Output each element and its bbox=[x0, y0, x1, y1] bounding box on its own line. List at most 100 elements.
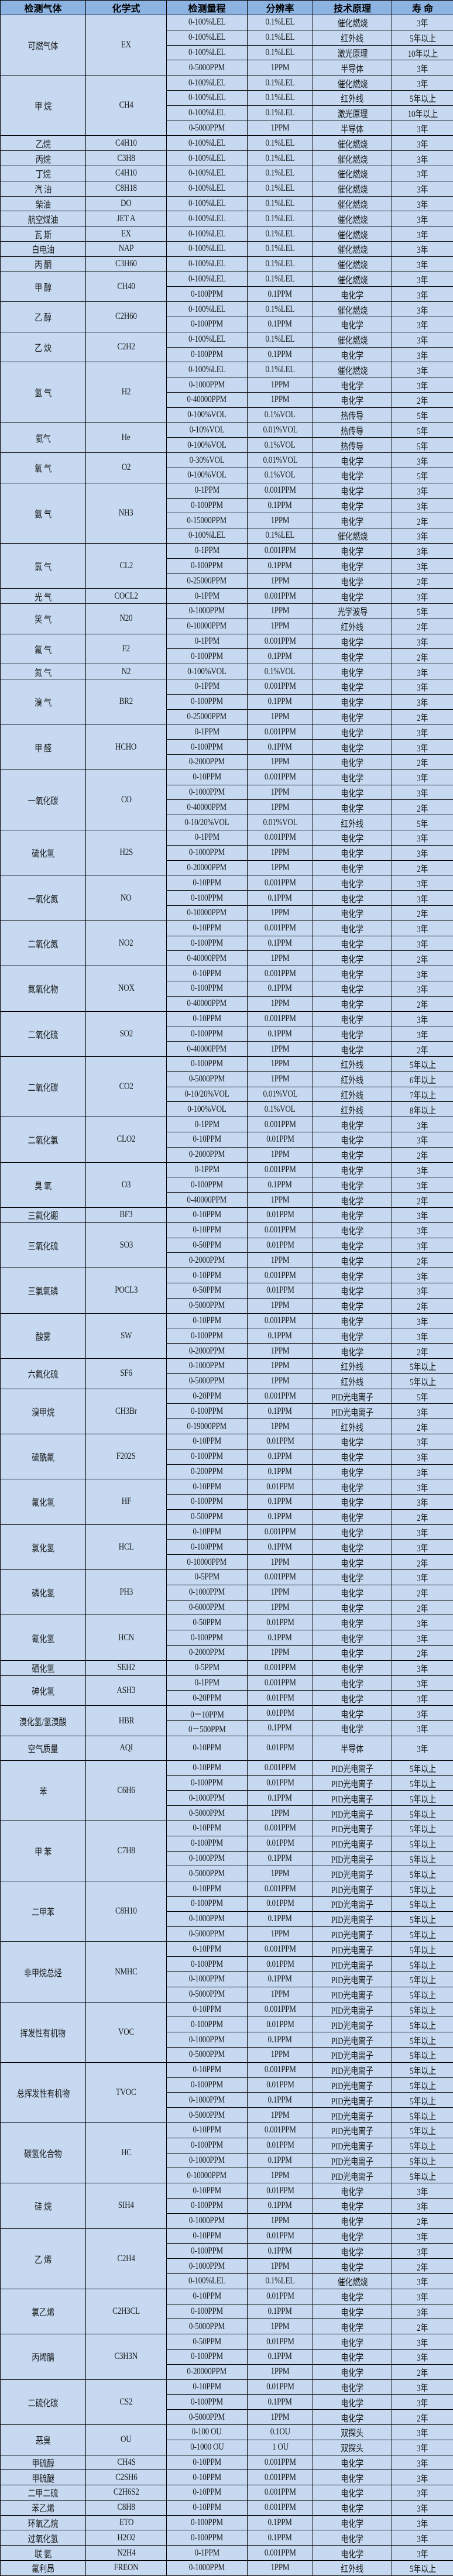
principle-cell: 电化学 bbox=[313, 2470, 392, 2485]
lifetime-cell-text: 3年 bbox=[417, 1238, 428, 1252]
range-cell-text: 0-100PPM bbox=[191, 1180, 223, 1190]
resolution-cell-text: 1PPM bbox=[271, 2367, 290, 2377]
resolution-cell-text: 1PPM bbox=[271, 2261, 290, 2272]
gas-name-cell: 氧 气 bbox=[1, 453, 86, 483]
resolution-cell-text: 0.001PPM bbox=[265, 591, 296, 602]
range-cell: 0-100PPM bbox=[167, 1630, 248, 1646]
range-cell: 0-1000PPM bbox=[167, 2153, 248, 2168]
range-cell-text: 0-1000PPM bbox=[189, 847, 225, 858]
resolution-cell: 1PPM bbox=[248, 2364, 313, 2379]
lifetime-cell-text: 3年 bbox=[417, 1721, 428, 1735]
lifetime-cell: 3年 bbox=[392, 211, 453, 226]
range-cell: 0-100PPM bbox=[167, 1897, 248, 1912]
principle-cell: 电化学 bbox=[313, 951, 392, 966]
resolution-cell: 0.1PPM bbox=[248, 936, 313, 951]
lifetime-cell-text: 3年 bbox=[417, 1163, 428, 1177]
resolution-cell-text: 0.01PPM bbox=[266, 1959, 294, 1970]
range-cell: 0-1000PPM bbox=[167, 1585, 248, 1600]
principle-cell-text: 红外线 bbox=[341, 1420, 364, 1434]
principle-cell: PID光电离子 bbox=[313, 1972, 392, 1987]
range-cell-text: 0-1PPM bbox=[194, 832, 219, 843]
principle-cell: PID光电离子 bbox=[313, 2002, 392, 2017]
resolution-cell-text: 0.1PPM bbox=[268, 319, 292, 329]
resolution-cell: 0.001PPM bbox=[248, 483, 313, 498]
principle-cell: 电化学 bbox=[313, 1691, 392, 1706]
principle-cell: 电化学 bbox=[313, 1344, 392, 1359]
principle-cell: PID光电离子 bbox=[313, 1851, 392, 1866]
range-cell-text: 0-20000PPM bbox=[187, 2367, 227, 2377]
principle-cell-text: 电化学 bbox=[341, 906, 364, 920]
lifetime-cell: 3年 bbox=[392, 2289, 453, 2304]
lifetime-cell-text: 3年 bbox=[417, 2274, 428, 2288]
range-cell-text: 0-100PPM bbox=[191, 2397, 223, 2407]
resolution-cell: 0.1%LEL bbox=[248, 241, 313, 256]
range-cell-text: 0-100%VOL bbox=[187, 667, 226, 677]
lifetime-cell-text: 2年 bbox=[417, 1585, 428, 1599]
gas-name-cell-text: 丁烷 bbox=[36, 166, 51, 180]
formula-cell: C2SH6 bbox=[86, 2470, 167, 2485]
principle-cell: 电化学 bbox=[313, 1449, 392, 1464]
resolution-cell-text: 0.01%VOL bbox=[263, 425, 297, 435]
range-cell: 0-100PPM bbox=[167, 1026, 248, 1042]
principle-cell: PID光电离子 bbox=[313, 1389, 392, 1404]
lifetime-cell: 3年 bbox=[392, 196, 453, 211]
resolution-cell: 1PPM bbox=[248, 1806, 313, 1821]
lifetime-cell-text: 5年以上 bbox=[410, 1882, 436, 1896]
range-cell: 0-100PPM bbox=[167, 1540, 248, 1555]
resolution-cell-text: 0.01PPM bbox=[266, 1134, 294, 1145]
resolution-cell-text: 0.001PPM bbox=[265, 1572, 296, 1582]
range-cell-text: 0-1000PPM bbox=[189, 1587, 225, 1598]
gas-name-cell: 氦气 bbox=[1, 423, 86, 453]
formula-cell-text: CH4S bbox=[117, 2457, 135, 2468]
resolution-cell: 0.01PPM bbox=[248, 1238, 313, 1253]
range-cell: 0-1PPM bbox=[167, 679, 248, 695]
lifetime-cell-text: 3年 bbox=[417, 227, 428, 241]
lifetime-cell-text: 2年 bbox=[417, 2259, 428, 2273]
range-cell-text: 0-10PPM bbox=[193, 1527, 221, 1537]
lifetime-cell: 5年以上 bbox=[392, 1866, 453, 1881]
range-cell-text: 0-100PPM bbox=[191, 289, 223, 300]
range-cell-text: 0-10PPM bbox=[193, 1944, 221, 1955]
lifetime-cell-text: 3年 bbox=[417, 1208, 428, 1222]
resolution-cell: 0.001PPM bbox=[248, 2485, 313, 2501]
resolution-cell: 0.1PPM bbox=[248, 2530, 313, 2546]
gas-name-cell-text: 碳氢化合物 bbox=[24, 2146, 61, 2160]
resolution-cell: 0.01PPM bbox=[248, 1207, 313, 1222]
resolution-cell: 1PPM bbox=[248, 619, 313, 634]
resolution-cell: 1PPM bbox=[248, 755, 313, 770]
gas-name-cell-text: 氰化氢 bbox=[32, 1631, 54, 1645]
range-cell-text: 0-40000PPM bbox=[187, 394, 227, 405]
range-cell: 0-100PPM bbox=[167, 1328, 248, 1344]
principle-cell-text: 电化学 bbox=[341, 1223, 364, 1237]
lifetime-cell-text: 7年以上 bbox=[410, 1087, 436, 1101]
range-cell-text: 0-1PPM bbox=[194, 591, 219, 602]
range-cell-text: 0-1000PPM bbox=[189, 1793, 225, 1804]
lifetime-cell: 3年 bbox=[392, 589, 453, 604]
range-cell: 0-100PPM bbox=[167, 891, 248, 906]
range-cell-text: 0-100PPM bbox=[191, 500, 223, 511]
lifetime-cell: 5年以上 bbox=[392, 1851, 453, 1866]
formula-cell-text: BR2 bbox=[119, 696, 133, 707]
resolution-cell: 1PPM bbox=[248, 2168, 313, 2183]
formula-cell: C2H6S2 bbox=[86, 2485, 167, 2501]
lifetime-cell-text: 3年 bbox=[417, 317, 428, 331]
lifetime-cell-text: 3年 bbox=[417, 378, 428, 392]
resolution-cell: 0.01PPM bbox=[248, 1615, 313, 1630]
lifetime-cell: 3年 bbox=[392, 1736, 453, 1760]
principle-cell-text: 电化学 bbox=[341, 891, 364, 905]
lifetime-cell: 3年 bbox=[392, 1706, 453, 1721]
principle-cell: 电化学 bbox=[313, 679, 392, 695]
range-cell: 0-1000 OU bbox=[167, 2440, 248, 2455]
formula-cell: O2 bbox=[86, 453, 167, 483]
formula-cell: FREON bbox=[86, 2561, 167, 2576]
formula-cell: SO2 bbox=[86, 1011, 167, 1056]
lifetime-cell-text: 5年以上 bbox=[410, 1972, 436, 1986]
formula-cell: PH3 bbox=[86, 1570, 167, 1615]
principle-cell: PID光电离子 bbox=[313, 1791, 392, 1806]
